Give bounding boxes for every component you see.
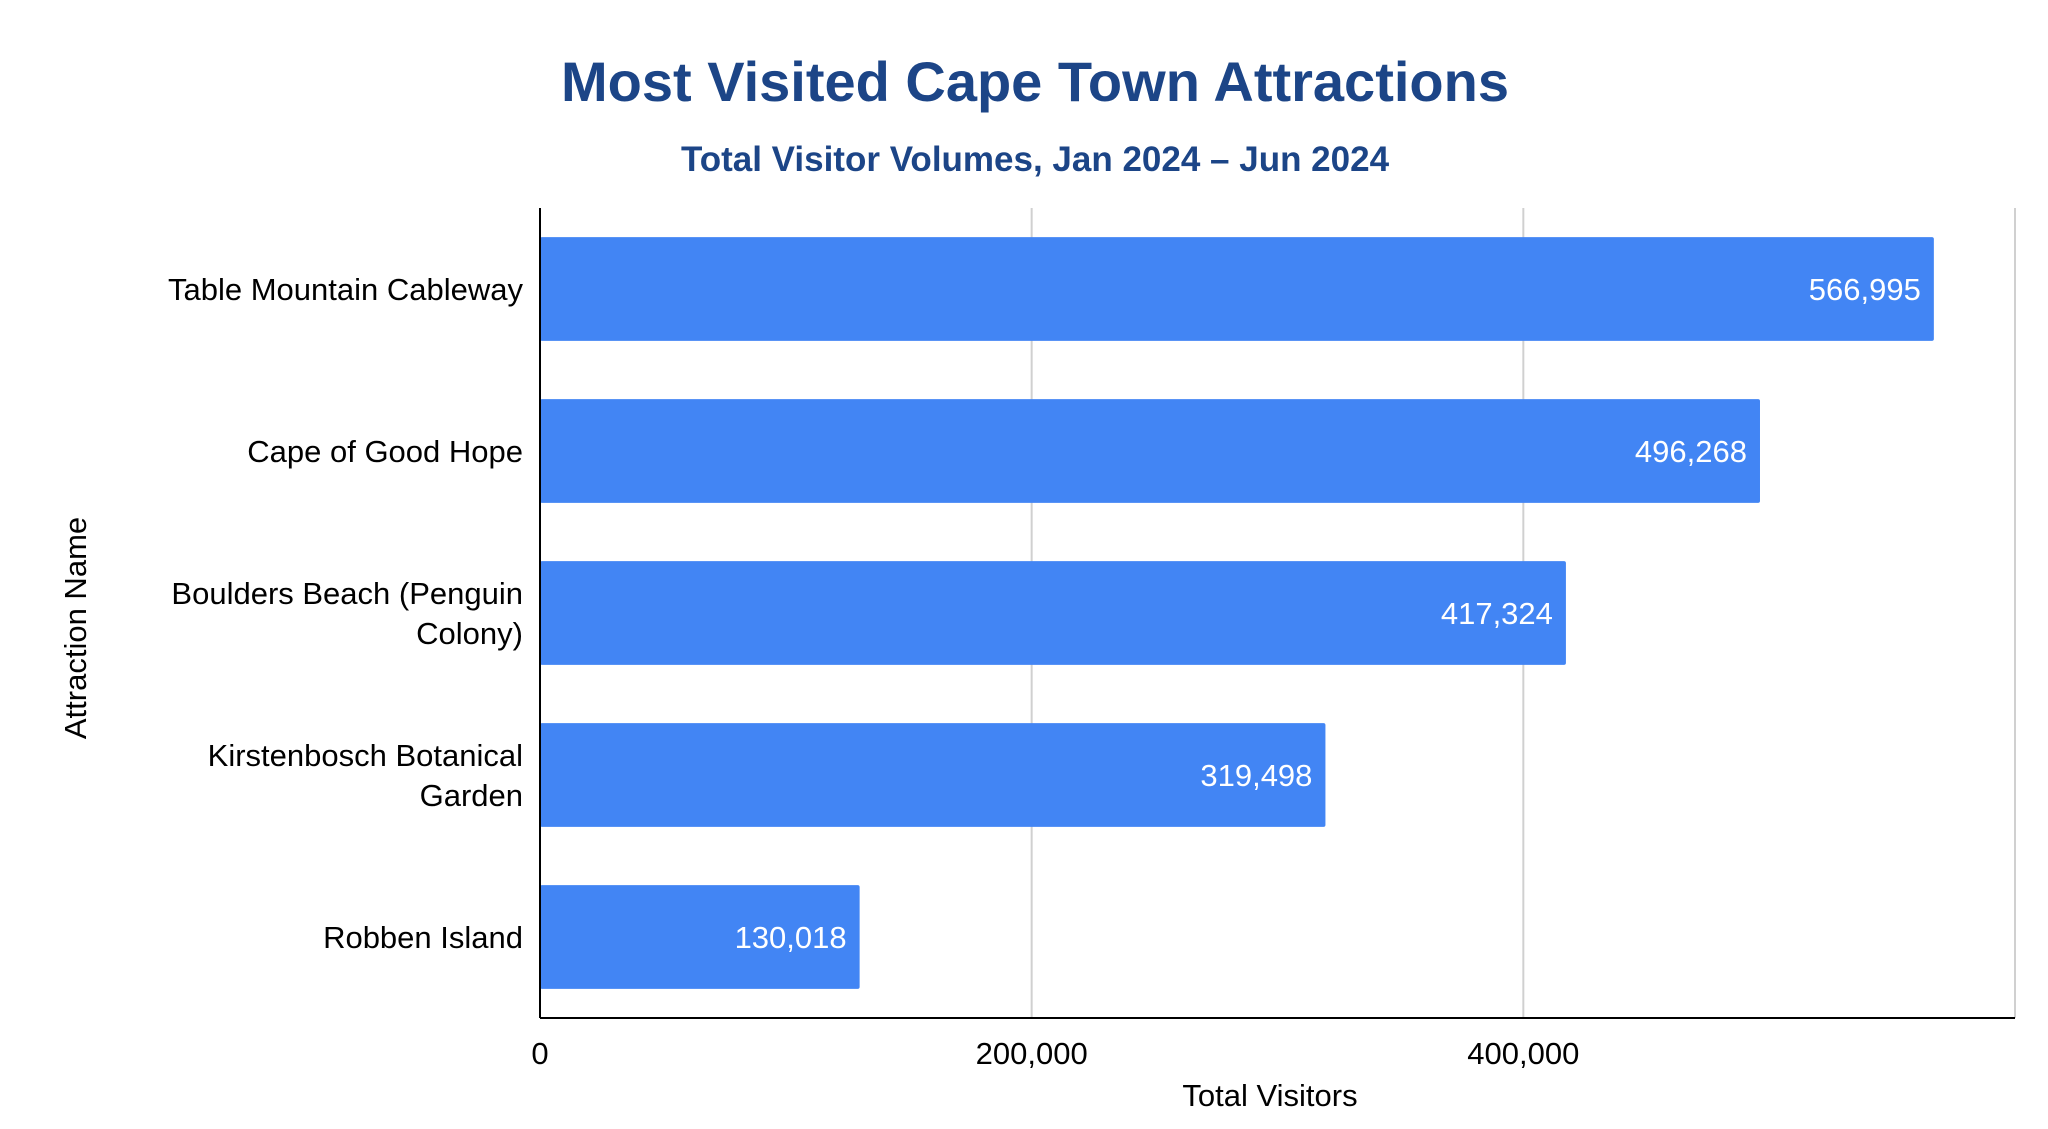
bar bbox=[540, 237, 1934, 341]
bar-value-label: 496,268 bbox=[1635, 434, 1747, 469]
category-label: Garden bbox=[420, 778, 523, 813]
x-tick-label: 200,000 bbox=[976, 1036, 1088, 1071]
category-label: Colony) bbox=[416, 616, 523, 651]
category-label: Cape of Good Hope bbox=[247, 434, 523, 469]
labels: 566,995 Table Mountain Cableway 496,268 Cap… bbox=[168, 272, 1921, 1071]
category-label: Robben Island bbox=[323, 920, 523, 955]
x-axis-title: Total Visitors bbox=[1182, 1078, 1357, 1113]
bar-value-label: 417,324 bbox=[1441, 596, 1553, 631]
category-label: Kirstenbosch Botanical bbox=[208, 738, 523, 773]
bar bbox=[540, 885, 860, 989]
bar bbox=[540, 399, 1760, 503]
y-axis-title: Attraction Name bbox=[58, 517, 93, 739]
x-tick-label: 400,000 bbox=[1467, 1036, 1579, 1071]
chart-subtitle: Total Visitor Volumes, Jan 2024 – Jun 20… bbox=[681, 140, 1390, 179]
bar-value-label: 566,995 bbox=[1809, 272, 1921, 307]
bar bbox=[540, 723, 1326, 827]
category-label: Boulders Beach (Penguin bbox=[171, 576, 523, 611]
category-label: Table Mountain Cableway bbox=[168, 272, 523, 307]
chart-title: Most Visited Cape Town Attractions bbox=[561, 50, 1509, 113]
x-tick-label: 0 bbox=[531, 1036, 548, 1071]
bar-value-label: 319,498 bbox=[1200, 758, 1312, 793]
bar bbox=[540, 561, 1566, 665]
bars bbox=[540, 237, 1934, 989]
bar-value-label: 130,018 bbox=[735, 920, 847, 955]
axes bbox=[539, 208, 2015, 1019]
